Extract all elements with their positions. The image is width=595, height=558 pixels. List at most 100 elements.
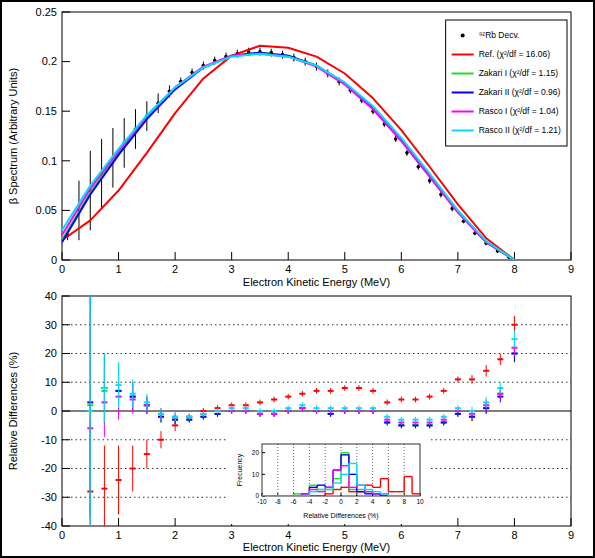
x-tick-label: -2	[322, 498, 328, 505]
hist-bin	[333, 482, 341, 483]
legend-label: Rasco I (χ²/df = 1.04)	[479, 106, 559, 116]
data-point	[116, 479, 122, 481]
data-point	[116, 384, 122, 386]
residual-series	[87, 296, 517, 526]
hist-riser	[380, 479, 381, 488]
data-point	[87, 410, 93, 412]
grid-line	[388, 444, 389, 496]
hist-bin	[325, 487, 333, 488]
grid-line	[293, 444, 294, 496]
y-tick-label: -40	[41, 520, 57, 532]
hist-bin	[262, 495, 270, 496]
hist-riser	[404, 477, 405, 492]
hist-bin	[262, 495, 270, 496]
x-tick-label: 2	[355, 498, 359, 505]
hist-bin	[294, 495, 302, 496]
data-point	[172, 416, 178, 418]
hist-bin	[302, 493, 310, 494]
hist-bin	[396, 495, 404, 496]
hist-riser	[340, 474, 341, 483]
histogram-series	[262, 455, 420, 496]
relative-differences-panel: 0123456789-40-30-20-10010203040Electron …	[7, 287, 574, 558]
data-point	[398, 399, 404, 401]
hist-bin	[357, 484, 365, 485]
y-tick	[62, 468, 70, 469]
data-point	[144, 401, 150, 403]
hist-bin	[270, 495, 278, 496]
hist-bin	[325, 489, 333, 490]
hist-bin	[317, 489, 325, 490]
x-tick	[356, 493, 357, 496]
data-point	[342, 407, 348, 409]
legend-marker	[461, 34, 465, 38]
hist-riser	[348, 453, 349, 490]
hist-bin	[404, 495, 412, 496]
x-tick-label: 5	[342, 263, 348, 275]
hist-riser	[411, 477, 412, 494]
data-point	[299, 404, 305, 406]
residual-series	[87, 313, 517, 526]
hist-bin	[388, 491, 396, 492]
legend-label: Ref. (χ²/df = 16.06)	[479, 49, 550, 59]
data-point	[497, 358, 503, 360]
y-axis-title: Relative Differences (%)	[7, 352, 19, 470]
hist-bin	[278, 495, 286, 496]
data-point	[172, 416, 178, 418]
hist-bin	[412, 495, 420, 496]
x-tick	[457, 518, 458, 526]
hist-bin	[262, 495, 270, 496]
data-point	[370, 407, 376, 409]
x-tick-label: -6	[291, 498, 297, 505]
x-tick-label: 3	[229, 263, 235, 275]
y-tick	[62, 260, 70, 261]
data-point	[497, 387, 503, 389]
y-tick	[62, 296, 70, 297]
x-tick-label: 7	[455, 529, 461, 541]
y-tick-label: 0.25	[36, 6, 57, 18]
grid-line	[372, 444, 373, 496]
y-tick	[62, 111, 70, 112]
x-tick	[341, 493, 342, 496]
error-bar	[104, 446, 105, 527]
hist-bin	[404, 495, 412, 496]
hist-bin	[325, 489, 333, 490]
hist-bin	[333, 478, 341, 479]
x-tick	[231, 252, 232, 260]
legend-line	[452, 92, 474, 94]
legend-label: Zakari I (χ²/df = 1.15)	[479, 68, 559, 78]
data-point	[257, 410, 263, 412]
hist-bin	[341, 454, 349, 455]
hist-bin	[373, 493, 381, 494]
plot-frame	[62, 12, 571, 260]
hist-bin	[365, 491, 373, 492]
legend-label: Zakari II (χ²/df = 0.96)	[479, 87, 561, 97]
hist-bin	[294, 495, 302, 496]
hist-bin	[309, 491, 317, 492]
hist-bin	[262, 495, 270, 496]
y-tick-label: 10	[45, 376, 57, 388]
x-axis-title: Electron Kinetic Energy (MeV)	[243, 276, 390, 288]
hist-bin	[302, 495, 310, 496]
hist-bin	[357, 484, 365, 485]
data-point	[158, 413, 164, 415]
hist-bin	[270, 495, 278, 496]
legend-box	[446, 20, 567, 146]
data-point	[398, 419, 404, 421]
data-point	[285, 407, 291, 409]
hist-bin	[388, 495, 396, 496]
hist-bin	[412, 495, 420, 496]
data-point	[186, 416, 192, 418]
x-tick-label: 5	[342, 529, 348, 541]
hist-bin	[286, 495, 294, 496]
data-point	[356, 407, 362, 409]
hist-bin	[373, 493, 381, 494]
x-tick	[175, 252, 176, 260]
x-tick-label: 9	[568, 529, 574, 541]
histogram-series	[262, 453, 420, 496]
hist-bin	[381, 493, 389, 494]
y-tick-label: 0.05	[36, 204, 57, 216]
data-point	[394, 137, 398, 141]
grid-line	[309, 444, 310, 496]
hist-bin	[357, 489, 365, 490]
x-tick-label: 3	[229, 529, 235, 541]
